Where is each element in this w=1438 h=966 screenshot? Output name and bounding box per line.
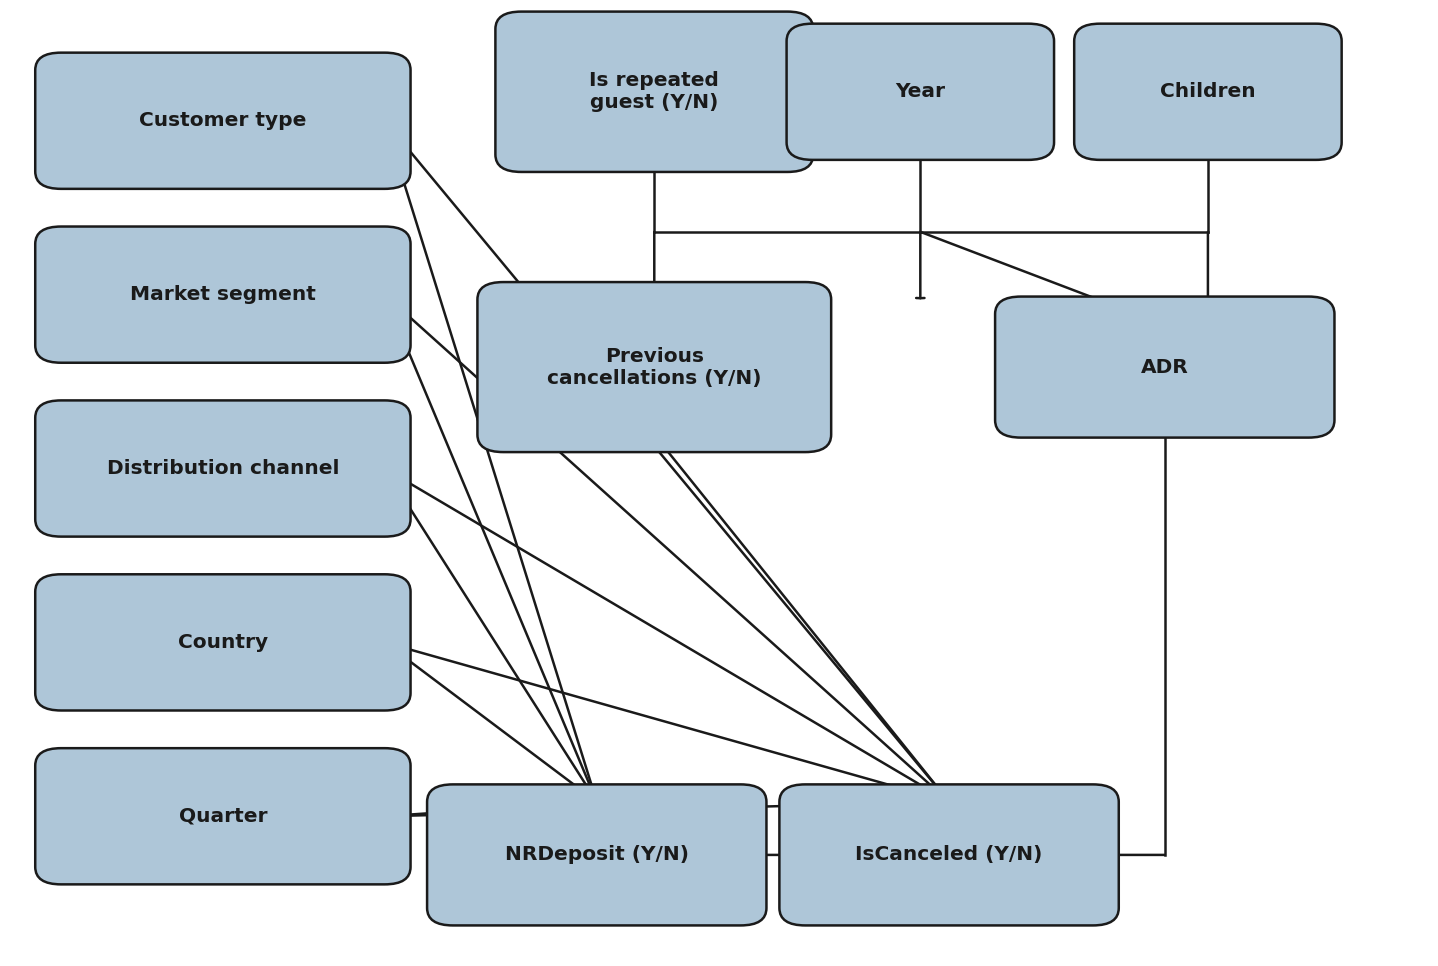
FancyBboxPatch shape xyxy=(35,748,411,885)
Text: Distribution channel: Distribution channel xyxy=(106,459,339,478)
Text: IsCanceled (Y/N): IsCanceled (Y/N) xyxy=(856,845,1043,865)
FancyBboxPatch shape xyxy=(477,282,831,452)
Text: Country: Country xyxy=(178,633,267,652)
Text: Year: Year xyxy=(896,82,945,101)
FancyBboxPatch shape xyxy=(495,12,814,172)
Text: Customer type: Customer type xyxy=(139,111,306,130)
Text: Children: Children xyxy=(1160,82,1255,101)
FancyBboxPatch shape xyxy=(995,297,1334,438)
FancyBboxPatch shape xyxy=(787,23,1054,159)
Text: NRDeposit (Y/N): NRDeposit (Y/N) xyxy=(505,845,689,865)
FancyBboxPatch shape xyxy=(427,784,766,925)
FancyBboxPatch shape xyxy=(35,400,411,537)
FancyBboxPatch shape xyxy=(35,574,411,711)
FancyBboxPatch shape xyxy=(35,227,411,363)
Text: ADR: ADR xyxy=(1140,357,1189,377)
Text: Is repeated
guest (Y/N): Is repeated guest (Y/N) xyxy=(590,71,719,112)
Text: Previous
cancellations (Y/N): Previous cancellations (Y/N) xyxy=(546,347,762,387)
Text: Quarter: Quarter xyxy=(178,807,267,826)
FancyBboxPatch shape xyxy=(1074,23,1342,159)
FancyBboxPatch shape xyxy=(35,52,411,188)
FancyBboxPatch shape xyxy=(779,784,1119,925)
Text: Market segment: Market segment xyxy=(129,285,316,304)
